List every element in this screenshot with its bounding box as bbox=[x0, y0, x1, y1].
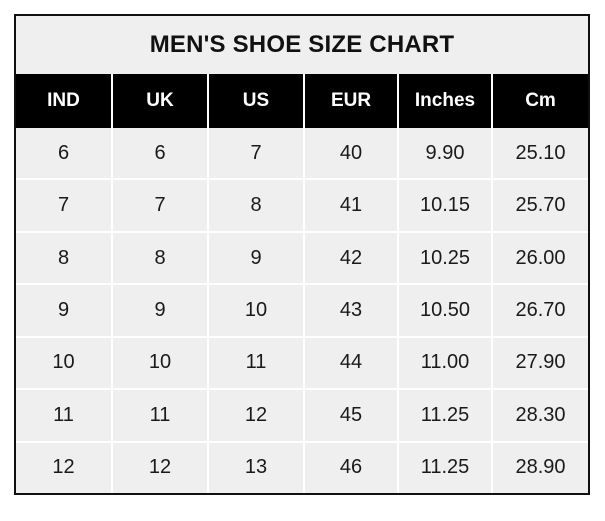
size-chart-container: MEN'S SHOE SIZE CHART IND UK US EUR Inch… bbox=[14, 14, 590, 495]
chart-title-band: MEN'S SHOE SIZE CHART bbox=[16, 16, 588, 74]
cell-uk: 12 bbox=[112, 441, 209, 493]
column-header-cm: Cm bbox=[492, 74, 588, 128]
cell-cm: 26.70 bbox=[492, 284, 588, 338]
column-header-eur: EUR bbox=[304, 74, 399, 128]
cell-us: 13 bbox=[208, 441, 305, 493]
cell-us: 12 bbox=[208, 389, 305, 443]
table-row: 7 7 8 41 10.15 25.70 bbox=[16, 179, 588, 233]
cell-uk: 11 bbox=[112, 389, 209, 443]
cell-us: 8 bbox=[208, 179, 305, 233]
table-row: 10 10 11 44 11.00 27.90 bbox=[16, 336, 588, 391]
cell-us: 9 bbox=[208, 231, 305, 286]
cell-eur: 45 bbox=[304, 389, 399, 443]
cell-cm: 28.90 bbox=[492, 441, 588, 493]
cell-eur: 42 bbox=[304, 231, 399, 286]
cell-uk: 10 bbox=[112, 336, 209, 391]
table-row: 9 9 10 43 10.50 26.70 bbox=[16, 284, 588, 338]
cell-cm: 25.70 bbox=[492, 179, 588, 233]
cell-us: 11 bbox=[208, 336, 305, 391]
cell-inches: 10.50 bbox=[398, 284, 493, 338]
table-body: 6 6 7 40 9.90 25.10 7 7 8 41 10.15 25.70… bbox=[16, 128, 588, 493]
cell-ind: 12 bbox=[16, 441, 113, 493]
cell-us: 10 bbox=[208, 284, 305, 338]
column-header-ind: IND bbox=[16, 74, 113, 128]
cell-ind: 9 bbox=[16, 284, 113, 338]
cell-eur: 43 bbox=[304, 284, 399, 338]
cell-eur: 40 bbox=[304, 128, 399, 181]
column-header-inches: Inches bbox=[398, 74, 493, 128]
page-title: MEN'S SHOE SIZE CHART bbox=[149, 31, 455, 58]
cell-inches: 11.25 bbox=[398, 441, 493, 493]
column-header-uk: UK bbox=[112, 74, 209, 128]
cell-eur: 41 bbox=[304, 179, 399, 233]
cell-inches: 11.25 bbox=[398, 389, 493, 443]
table-row: 12 12 13 46 11.25 28.90 bbox=[16, 441, 588, 493]
cell-cm: 26.00 bbox=[492, 231, 588, 286]
cell-ind: 8 bbox=[16, 231, 113, 286]
cell-inches: 10.15 bbox=[398, 179, 493, 233]
cell-ind: 6 bbox=[16, 128, 113, 181]
cell-uk: 9 bbox=[112, 284, 209, 338]
cell-us: 7 bbox=[208, 128, 305, 181]
table-row: 6 6 7 40 9.90 25.10 bbox=[16, 128, 588, 181]
cell-uk: 7 bbox=[112, 179, 209, 233]
cell-inches: 11.00 bbox=[398, 336, 493, 391]
cell-eur: 44 bbox=[304, 336, 399, 391]
cell-ind: 10 bbox=[16, 336, 113, 391]
cell-cm: 27.90 bbox=[492, 336, 588, 391]
table-header-row: IND UK US EUR Inches Cm bbox=[16, 74, 588, 128]
column-header-us: US bbox=[208, 74, 305, 128]
cell-cm: 28.30 bbox=[492, 389, 588, 443]
cell-ind: 7 bbox=[16, 179, 113, 233]
cell-inches: 10.25 bbox=[398, 231, 493, 286]
shoe-size-table: IND UK US EUR Inches Cm 6 6 7 40 9.90 25… bbox=[16, 74, 588, 493]
table-row: 8 8 9 42 10.25 26.00 bbox=[16, 231, 588, 286]
table-header: IND UK US EUR Inches Cm bbox=[16, 74, 588, 128]
cell-uk: 6 bbox=[112, 128, 209, 181]
cell-ind: 11 bbox=[16, 389, 113, 443]
cell-cm: 25.10 bbox=[492, 128, 588, 181]
table-row: 11 11 12 45 11.25 28.30 bbox=[16, 389, 588, 443]
cell-eur: 46 bbox=[304, 441, 399, 493]
cell-uk: 8 bbox=[112, 231, 209, 286]
cell-inches: 9.90 bbox=[398, 128, 493, 181]
